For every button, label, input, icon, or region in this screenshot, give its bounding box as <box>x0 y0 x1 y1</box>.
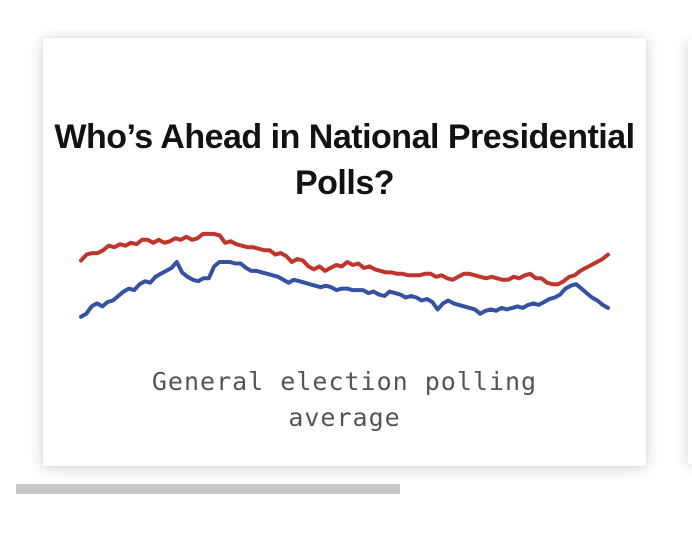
scrollbar-thumb[interactable] <box>16 484 400 494</box>
chart-card[interactable]: Who’s Ahead in National Presidential Pol… <box>43 38 646 466</box>
next-card-edge[interactable] <box>688 40 692 464</box>
democrat-polling-line <box>79 260 610 319</box>
polling-average-chart <box>79 231 610 319</box>
horizontal-scrollbar[interactable] <box>16 484 676 494</box>
series-layer <box>79 231 610 319</box>
card-subtitle: General election polling average <box>151 367 538 432</box>
card-title: Who’s Ahead in National Presidential Pol… <box>54 118 635 202</box>
republican-polling-line <box>79 231 610 287</box>
